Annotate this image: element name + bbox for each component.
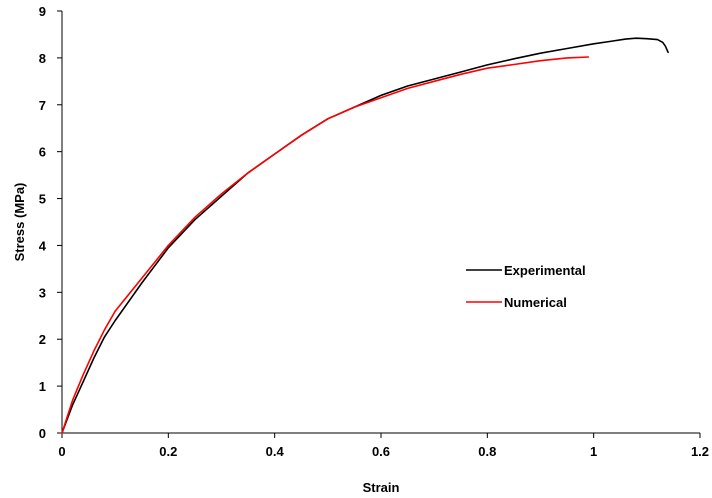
y-tick-label: 3 [39,285,46,300]
series-line-experimental [61,37,669,434]
x-ticks: 0 0.2 0.4 0.6 0.8 1 1.2 [58,433,709,459]
legend: Experimental Numerical [466,263,586,310]
legend-label-experimental: Experimental [504,263,586,278]
y-tick-label: 1 [39,379,46,394]
y-tick-label: 9 [39,4,46,19]
y-tick-label: 0 [39,426,46,441]
x-tick-label: 0.6 [372,444,390,459]
series-line-numerical [61,56,590,434]
x-tick-label: 0.2 [159,444,177,459]
y-tick-label: 4 [39,238,47,253]
y-tick-label: 2 [39,332,46,347]
legend-label-numerical: Numerical [504,295,567,310]
y-tick-label: 8 [39,51,46,66]
x-tick-label: 0.4 [266,444,285,459]
y-tick-label: 6 [39,145,46,160]
axes [61,11,700,434]
x-tick-label: 1.2 [691,444,709,459]
x-tick-label: 0 [58,444,65,459]
y-ticks: 0 1 2 3 4 5 6 7 8 9 [39,4,62,441]
x-tick-label: 0.8 [478,444,496,459]
series-layer [61,37,669,434]
y-tick-label: 5 [39,192,46,207]
x-tick-label: 1 [590,444,597,459]
x-axis-title: Strain [363,480,400,495]
y-axis-title: Stress (MPa) [12,183,27,262]
y-tick-label: 7 [39,98,46,113]
